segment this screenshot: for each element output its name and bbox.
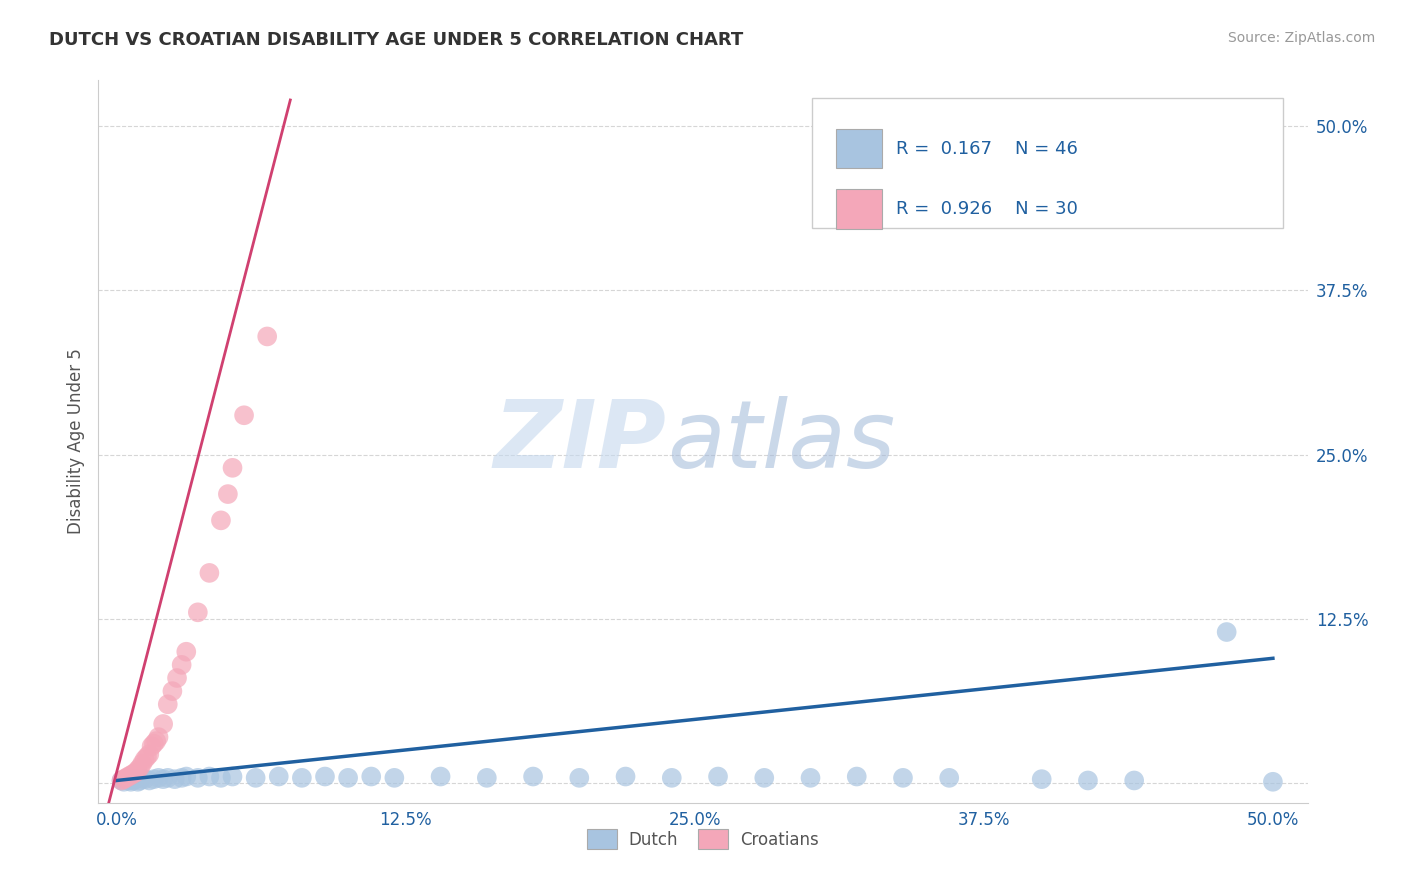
Point (754, 771, 776, 785)
Point (163, 772, 186, 786)
Point (115, 771, 138, 785)
Point (112, 774, 135, 789)
Point (845, 770, 868, 784)
Point (568, 771, 591, 785)
Point (124, 772, 146, 786)
Point (209, 771, 232, 785)
Point (110, 773, 132, 788)
Point (142, 772, 165, 786)
Point (291, 771, 314, 785)
Text: R =  0.167    N = 46: R = 0.167 N = 46 (897, 140, 1078, 158)
Point (134, 772, 156, 786)
Point (129, 760, 152, 774)
Point (127, 763, 149, 777)
Point (938, 771, 960, 785)
Point (152, 717, 174, 731)
Point (429, 770, 451, 784)
Point (475, 771, 498, 785)
Point (1031, 772, 1053, 786)
Point (120, 768, 142, 782)
Point (122, 767, 145, 781)
Point (129, 773, 152, 788)
Point (131, 756, 153, 771)
FancyBboxPatch shape (811, 98, 1284, 228)
Point (127, 774, 149, 789)
Text: R =  0.926    N = 30: R = 0.926 N = 30 (897, 200, 1078, 218)
Point (134, 752, 156, 766)
Point (209, 513, 232, 527)
FancyBboxPatch shape (837, 128, 882, 169)
Point (661, 771, 683, 785)
Text: atlas: atlas (666, 396, 896, 487)
Point (117, 773, 139, 788)
Point (110, 773, 132, 788)
Point (174, 770, 197, 784)
Point (360, 770, 382, 784)
Point (891, 771, 914, 785)
Point (187, 605, 209, 619)
Text: DUTCH VS CROATIAN DISABILITY AGE UNDER 5 CORRELATION CHART: DUTCH VS CROATIAN DISABILITY AGE UNDER 5… (49, 31, 744, 49)
Point (138, 747, 160, 762)
Point (1261, 774, 1284, 789)
Point (1077, 773, 1099, 788)
FancyBboxPatch shape (837, 189, 882, 228)
Point (217, 487, 239, 501)
Point (120, 774, 142, 789)
Point (142, 737, 165, 751)
Point (1215, 625, 1237, 640)
Point (314, 770, 336, 784)
Point (382, 771, 405, 785)
Point (522, 770, 544, 784)
Legend: Dutch, Croatians: Dutch, Croatians (581, 822, 825, 856)
Point (166, 671, 188, 685)
Text: ZIP: ZIP (494, 395, 666, 488)
Point (614, 770, 637, 784)
Point (117, 770, 139, 784)
Point (198, 770, 221, 784)
Point (141, 739, 163, 754)
Point (170, 771, 193, 785)
Point (233, 409, 256, 423)
Point (152, 772, 174, 786)
Text: Source: ZipAtlas.com: Source: ZipAtlas.com (1227, 31, 1375, 45)
Point (156, 771, 179, 785)
Point (148, 730, 170, 744)
Point (707, 770, 730, 784)
Point (221, 460, 243, 475)
Point (1123, 773, 1146, 788)
Point (124, 765, 146, 780)
Point (136, 749, 159, 764)
Point (221, 770, 243, 784)
Point (256, 329, 278, 343)
Point (187, 771, 209, 785)
Y-axis label: Disability Age Under 5: Disability Age Under 5 (66, 349, 84, 534)
Point (174, 645, 197, 659)
Point (162, 684, 184, 698)
Point (799, 771, 821, 785)
Point (115, 772, 138, 786)
Point (198, 566, 221, 580)
Point (156, 698, 179, 712)
Point (112, 772, 135, 786)
Point (138, 773, 160, 788)
Point (145, 734, 167, 748)
Point (245, 771, 267, 785)
Point (148, 771, 170, 785)
Point (337, 771, 360, 785)
Point (122, 773, 145, 788)
Point (170, 657, 193, 672)
Point (267, 770, 290, 784)
